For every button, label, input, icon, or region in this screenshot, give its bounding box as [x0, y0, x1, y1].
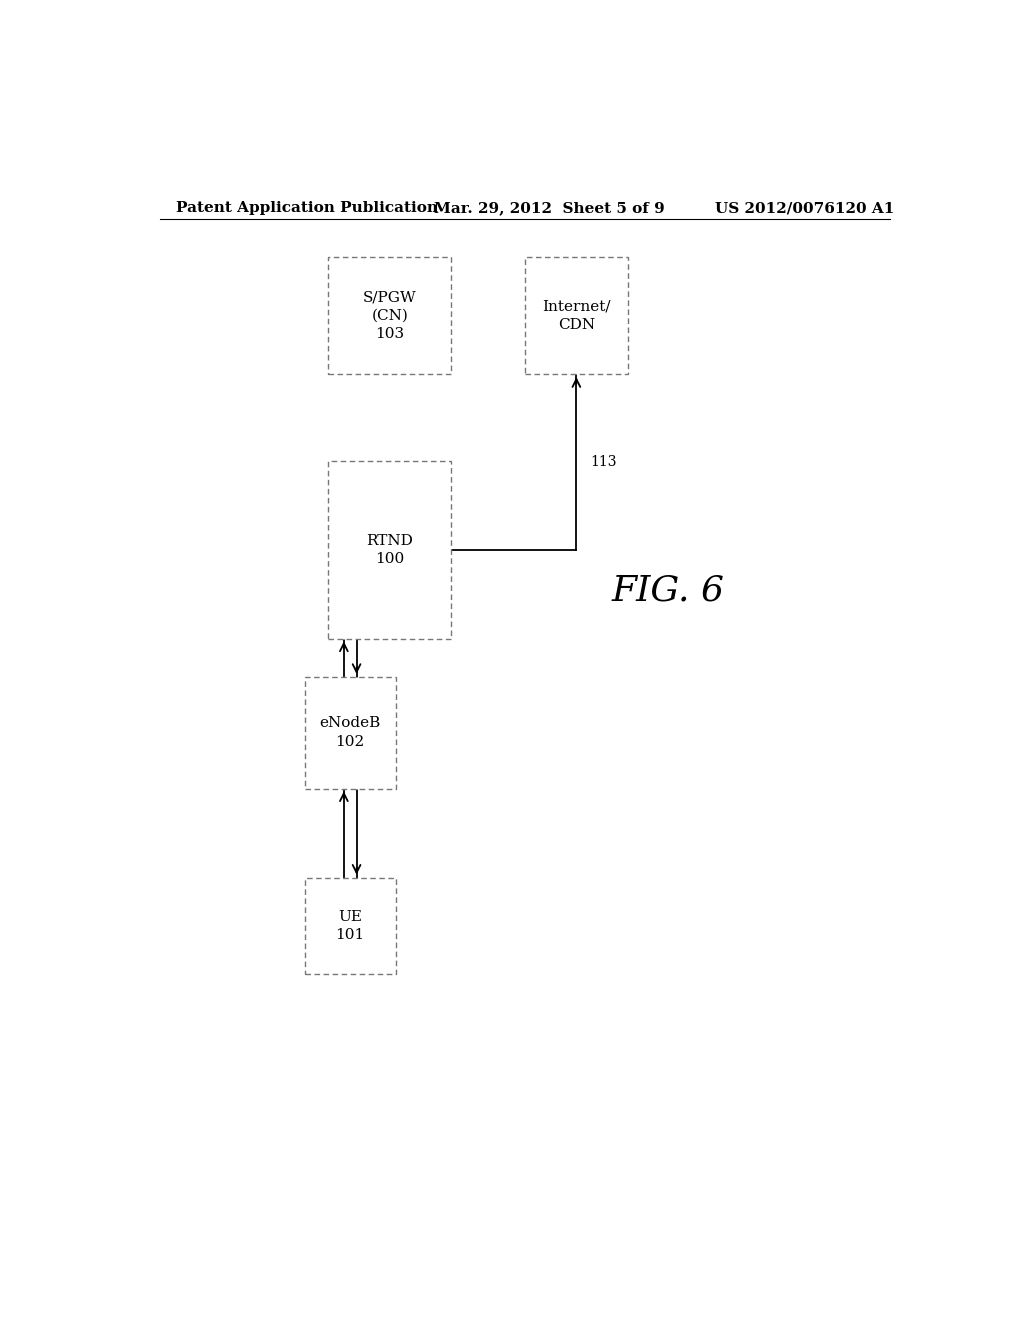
FancyBboxPatch shape	[329, 257, 452, 375]
FancyBboxPatch shape	[304, 677, 396, 788]
Text: Internet/
CDN: Internet/ CDN	[542, 300, 610, 333]
Text: 113: 113	[591, 455, 617, 469]
Text: eNodeB
102: eNodeB 102	[319, 717, 381, 748]
FancyBboxPatch shape	[329, 461, 452, 639]
Text: US 2012/0076120 A1: US 2012/0076120 A1	[715, 201, 895, 215]
Text: Mar. 29, 2012  Sheet 5 of 9: Mar. 29, 2012 Sheet 5 of 9	[433, 201, 665, 215]
FancyBboxPatch shape	[304, 878, 396, 974]
Text: S/PGW
(CN)
103: S/PGW (CN) 103	[364, 290, 417, 342]
Text: UE
101: UE 101	[336, 909, 365, 942]
Text: RTND
100: RTND 100	[367, 533, 414, 566]
FancyBboxPatch shape	[524, 257, 628, 375]
Text: Patent Application Publication: Patent Application Publication	[176, 201, 437, 215]
Text: FIG. 6: FIG. 6	[611, 573, 724, 607]
